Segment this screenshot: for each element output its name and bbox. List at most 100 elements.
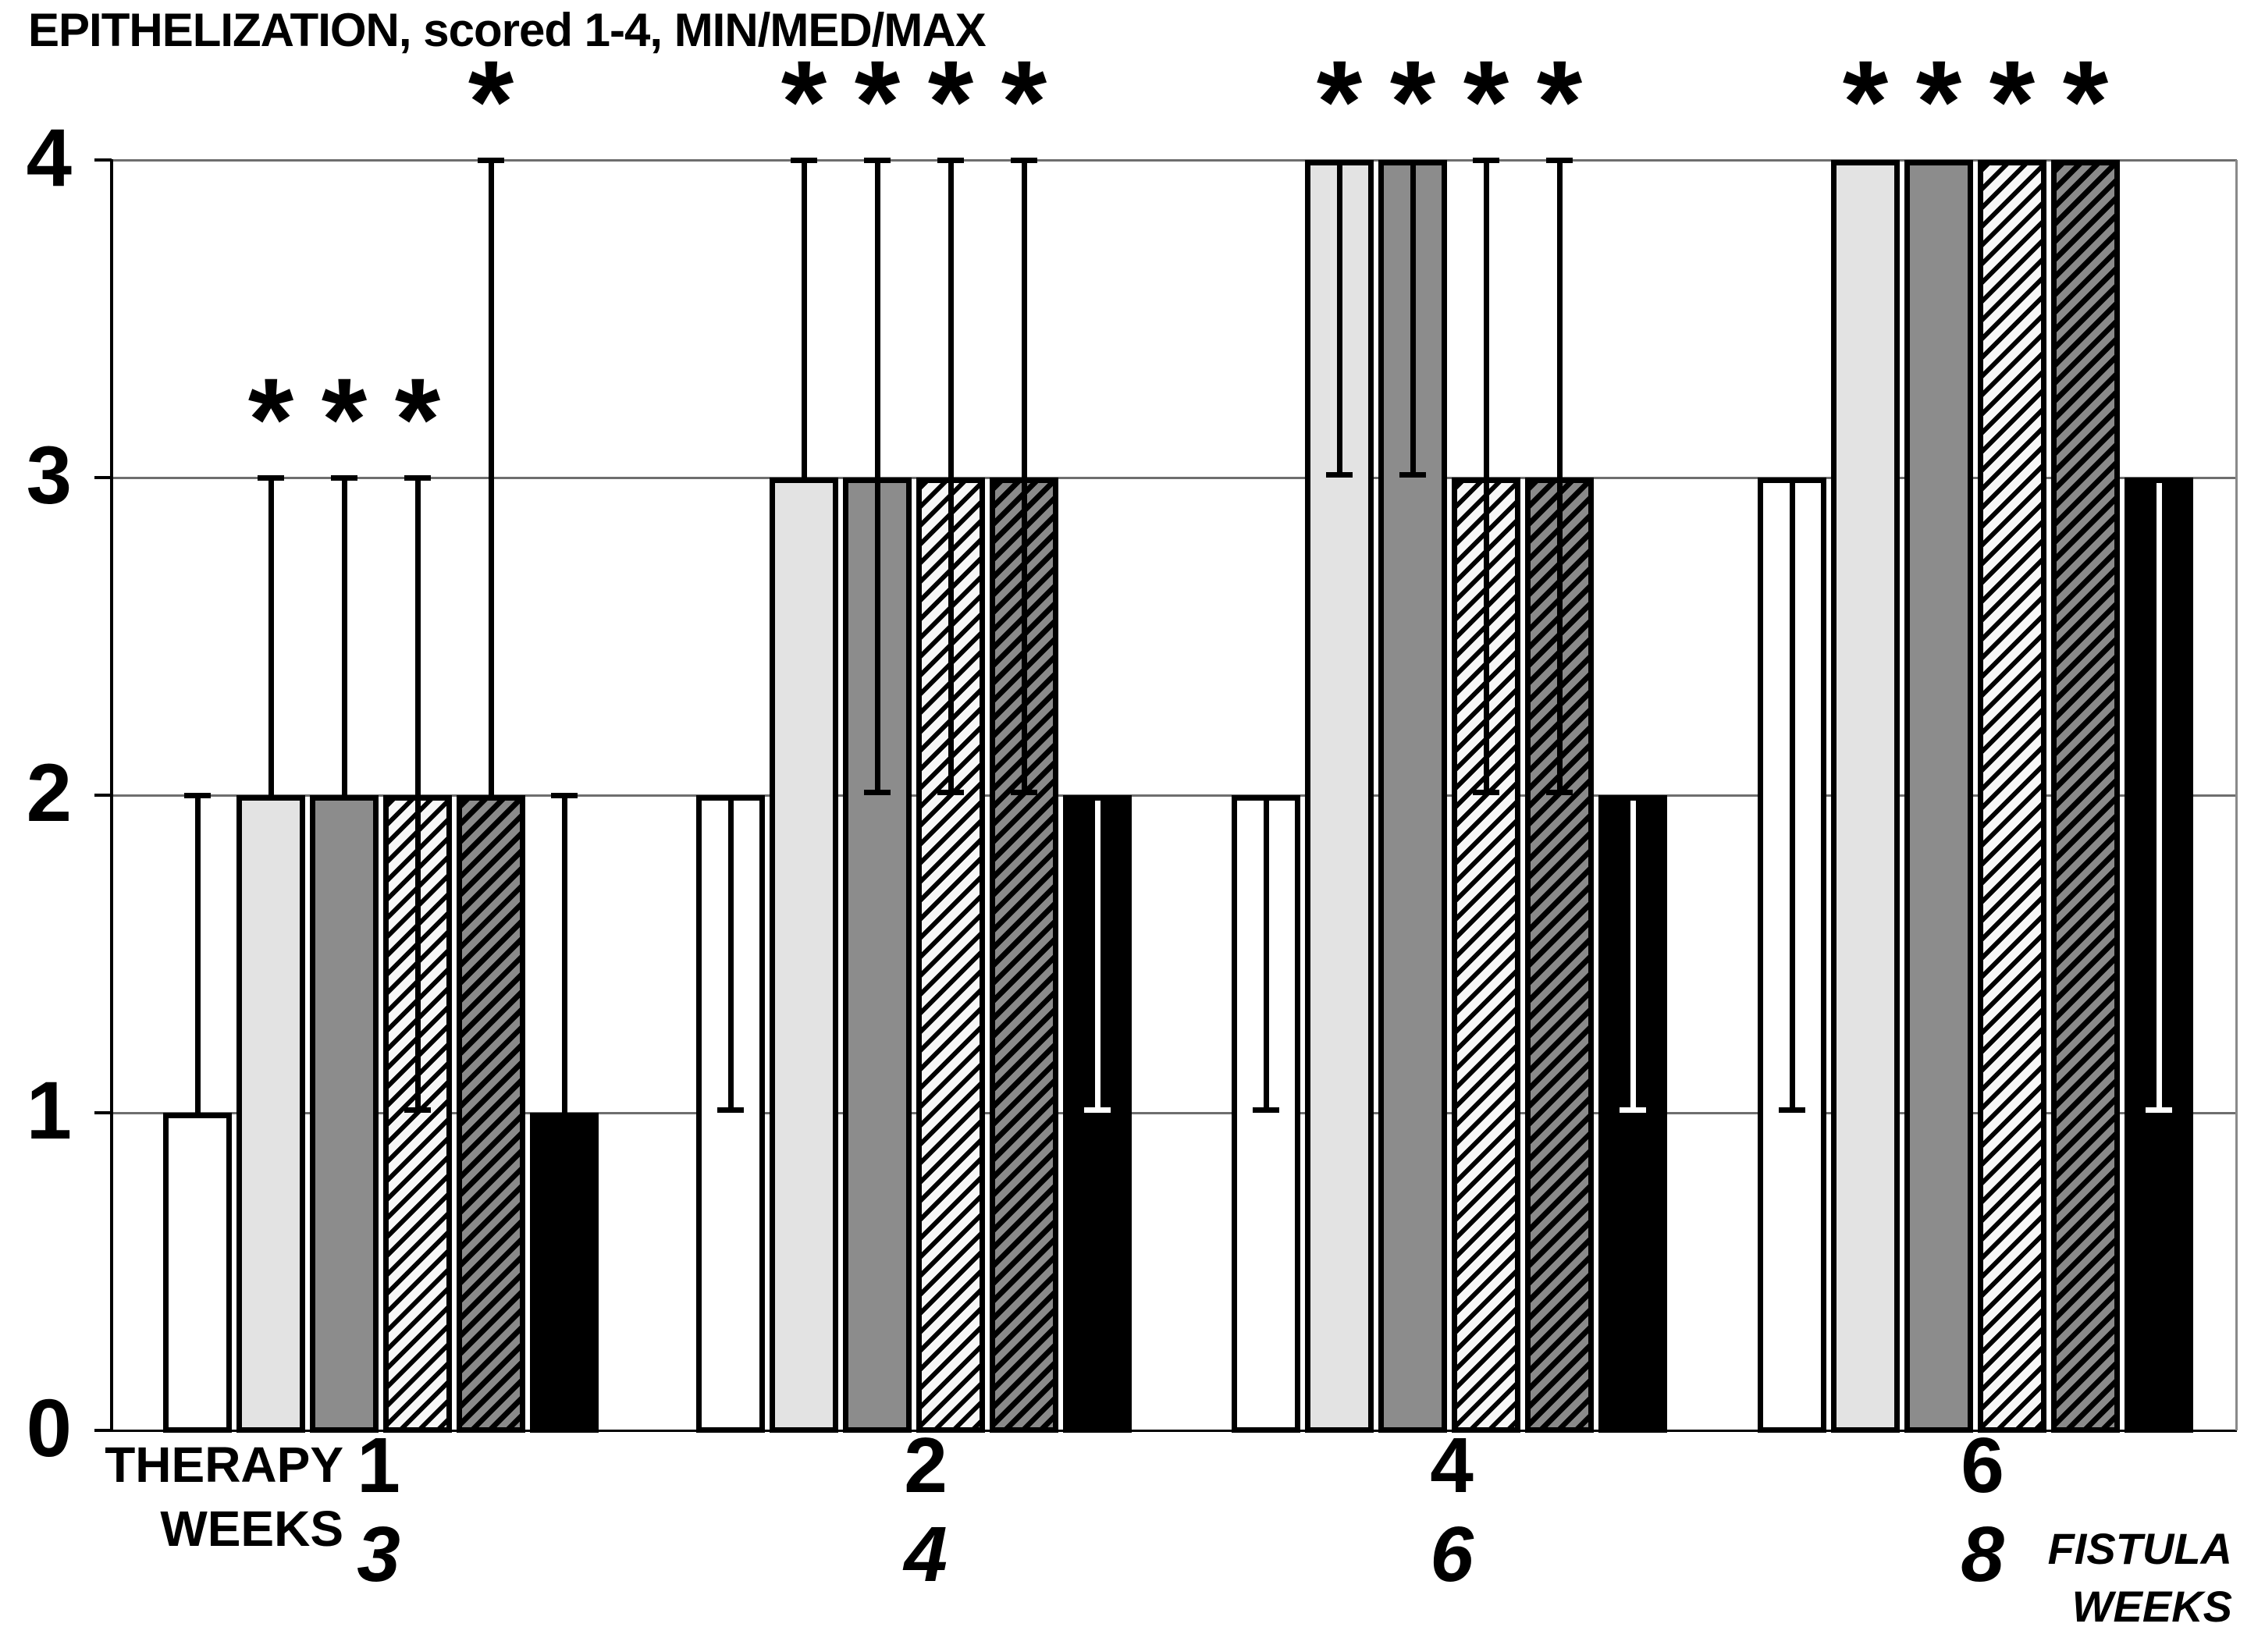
whisker-cap bbox=[937, 790, 964, 795]
whisker-cap bbox=[1546, 790, 1573, 795]
bar-light-gray-group4 bbox=[1831, 160, 1900, 1433]
whisker-cap bbox=[864, 790, 891, 795]
y-tick-label: 3 bbox=[26, 430, 72, 521]
sig-asterisk: * bbox=[394, 353, 441, 485]
bar-dark-diagonal-hatch-group1 bbox=[457, 795, 525, 1433]
chart-title: EPITHELIZATION, scored 1-4, MIN/MED/MAX bbox=[28, 4, 987, 56]
y-tick bbox=[94, 476, 112, 479]
therapy-week-label-group4: 6 bbox=[1961, 1422, 2004, 1509]
bar-light-diagonal-hatch-group4 bbox=[1978, 160, 2046, 1433]
whisker-down-dark-diagonal-hatch-group2 bbox=[1022, 483, 1027, 795]
fistula-week-label-group3: 6 bbox=[1430, 1511, 1474, 1598]
bar-light-gray-group1 bbox=[236, 795, 305, 1433]
whisker-cap bbox=[1326, 472, 1353, 478]
bar-dark-diagonal-hatch-group4 bbox=[2051, 160, 2120, 1433]
therapy-weeks-axis-label-line2: WEEKS bbox=[160, 1501, 343, 1557]
x-axis-line bbox=[112, 1430, 2237, 1432]
fistula-weeks-axis-label-line2: WEEKS bbox=[2071, 1582, 2232, 1631]
whisker-up-dark-diagonal-hatch-group3 bbox=[1557, 160, 1563, 478]
whisker-up-light-diagonal-hatch-group2 bbox=[948, 160, 954, 478]
sig-asterisk: * bbox=[1389, 36, 1436, 167]
gridline-1 bbox=[112, 1112, 2237, 1114]
whisker-down-dark-diagonal-hatch-group3 bbox=[1557, 483, 1563, 795]
sig-asterisk: * bbox=[1463, 36, 1509, 167]
y-axis-line bbox=[110, 159, 113, 1432]
whisker-cap bbox=[2146, 1107, 2172, 1113]
sig-asterisk: * bbox=[1915, 36, 1962, 167]
gridline-3 bbox=[112, 477, 2237, 479]
whisker-cap bbox=[478, 158, 504, 163]
whisker-up-medium-gray-group2 bbox=[875, 160, 880, 478]
whisker-down-black-group4 bbox=[2157, 483, 2162, 1113]
y-tick-label: 1 bbox=[26, 1065, 72, 1156]
gridline-2 bbox=[112, 794, 2237, 797]
sig-asterisk: * bbox=[1842, 36, 1889, 167]
therapy-weeks-axis-label: THERAPY WEEKS bbox=[55, 1433, 343, 1561]
fistula-week-label-group4: 8 bbox=[1961, 1511, 2004, 1598]
y-tick-label: 0 bbox=[26, 1383, 72, 1474]
whisker-up-dark-diagonal-hatch-group2 bbox=[1022, 160, 1027, 478]
whisker-down-medium-gray-group3 bbox=[1410, 165, 1416, 478]
gridline-4 bbox=[112, 159, 2237, 162]
therapy-week-label-group3: 4 bbox=[1430, 1422, 1474, 1509]
sig-asterisk: * bbox=[1989, 36, 2036, 167]
whisker-down-black-group3 bbox=[1630, 801, 1636, 1113]
bar-dark-diagonal-hatch-group3 bbox=[1525, 478, 1594, 1433]
bar-black-group1 bbox=[530, 1113, 599, 1433]
whisker-cap bbox=[717, 1107, 744, 1113]
sig-asterisk: * bbox=[247, 353, 294, 485]
whisker-cap bbox=[1620, 1107, 1646, 1113]
whisker-cap bbox=[1011, 790, 1037, 795]
whisker-down-medium-gray-group2 bbox=[875, 483, 880, 795]
whisker-up-light-diagonal-hatch-group3 bbox=[1484, 160, 1489, 478]
whisker-up-light-gray-group2 bbox=[802, 160, 807, 478]
y-tick-label: 2 bbox=[26, 748, 72, 839]
y-tick bbox=[94, 1111, 112, 1114]
whisker-cap bbox=[864, 158, 891, 163]
sig-asterisk: * bbox=[468, 36, 514, 167]
bar-light-gray-group3 bbox=[1305, 160, 1374, 1433]
whisker-down-black-group2 bbox=[1095, 801, 1100, 1113]
whisker-cap bbox=[404, 1107, 431, 1113]
whisker-cap bbox=[184, 793, 211, 798]
sig-asterisk: * bbox=[854, 36, 901, 167]
whisker-down-white-group3 bbox=[1264, 801, 1269, 1113]
whisker-cap bbox=[1253, 1107, 1279, 1113]
bar-medium-gray-group4 bbox=[1904, 160, 1973, 1433]
whisker-up-dark-diagonal-hatch-group1 bbox=[489, 160, 494, 795]
whisker-cap bbox=[1011, 158, 1037, 163]
whisker-down-light-diagonal-hatch-group1 bbox=[415, 801, 421, 1113]
sig-asterisk: * bbox=[780, 36, 827, 167]
sig-asterisk: * bbox=[1001, 36, 1047, 167]
whisker-cap bbox=[331, 475, 357, 481]
sig-asterisk: * bbox=[1316, 36, 1363, 167]
bar-light-gray-group2 bbox=[770, 478, 838, 1433]
fistula-week-label-group1: 3 bbox=[357, 1511, 400, 1598]
fistula-week-label-group2: 4 bbox=[904, 1511, 948, 1598]
fistula-weeks-axis-label-line1: FISTULA bbox=[2047, 1524, 2232, 1573]
whisker-cap bbox=[937, 158, 964, 163]
whisker-cap bbox=[1473, 790, 1499, 795]
whisker-up-medium-gray-group1 bbox=[342, 478, 347, 795]
whisker-down-white-group2 bbox=[728, 801, 734, 1113]
whisker-cap bbox=[1084, 1107, 1111, 1113]
y-tick bbox=[94, 1429, 112, 1432]
whisker-down-white-group4 bbox=[1790, 483, 1795, 1113]
sig-asterisk: * bbox=[927, 36, 974, 167]
whisker-down-light-diagonal-hatch-group3 bbox=[1484, 483, 1489, 795]
bar-medium-gray-group1 bbox=[310, 795, 379, 1433]
whisker-down-light-gray-group3 bbox=[1337, 165, 1342, 478]
whisker-cap bbox=[1779, 1107, 1805, 1113]
fistula-weeks-axis-label: FISTULA WEEKS bbox=[1975, 1520, 2232, 1636]
therapy-week-label-group2: 2 bbox=[904, 1422, 948, 1509]
whisker-up-light-gray-group1 bbox=[268, 478, 274, 795]
y-tick bbox=[94, 794, 112, 797]
whisker-cap bbox=[258, 475, 284, 481]
whisker-cap bbox=[551, 793, 578, 798]
bar-white-group1 bbox=[163, 1113, 232, 1433]
whisker-cap bbox=[791, 158, 817, 163]
whisker-up-light-diagonal-hatch-group1 bbox=[415, 478, 421, 795]
whisker-cap bbox=[1399, 472, 1426, 478]
